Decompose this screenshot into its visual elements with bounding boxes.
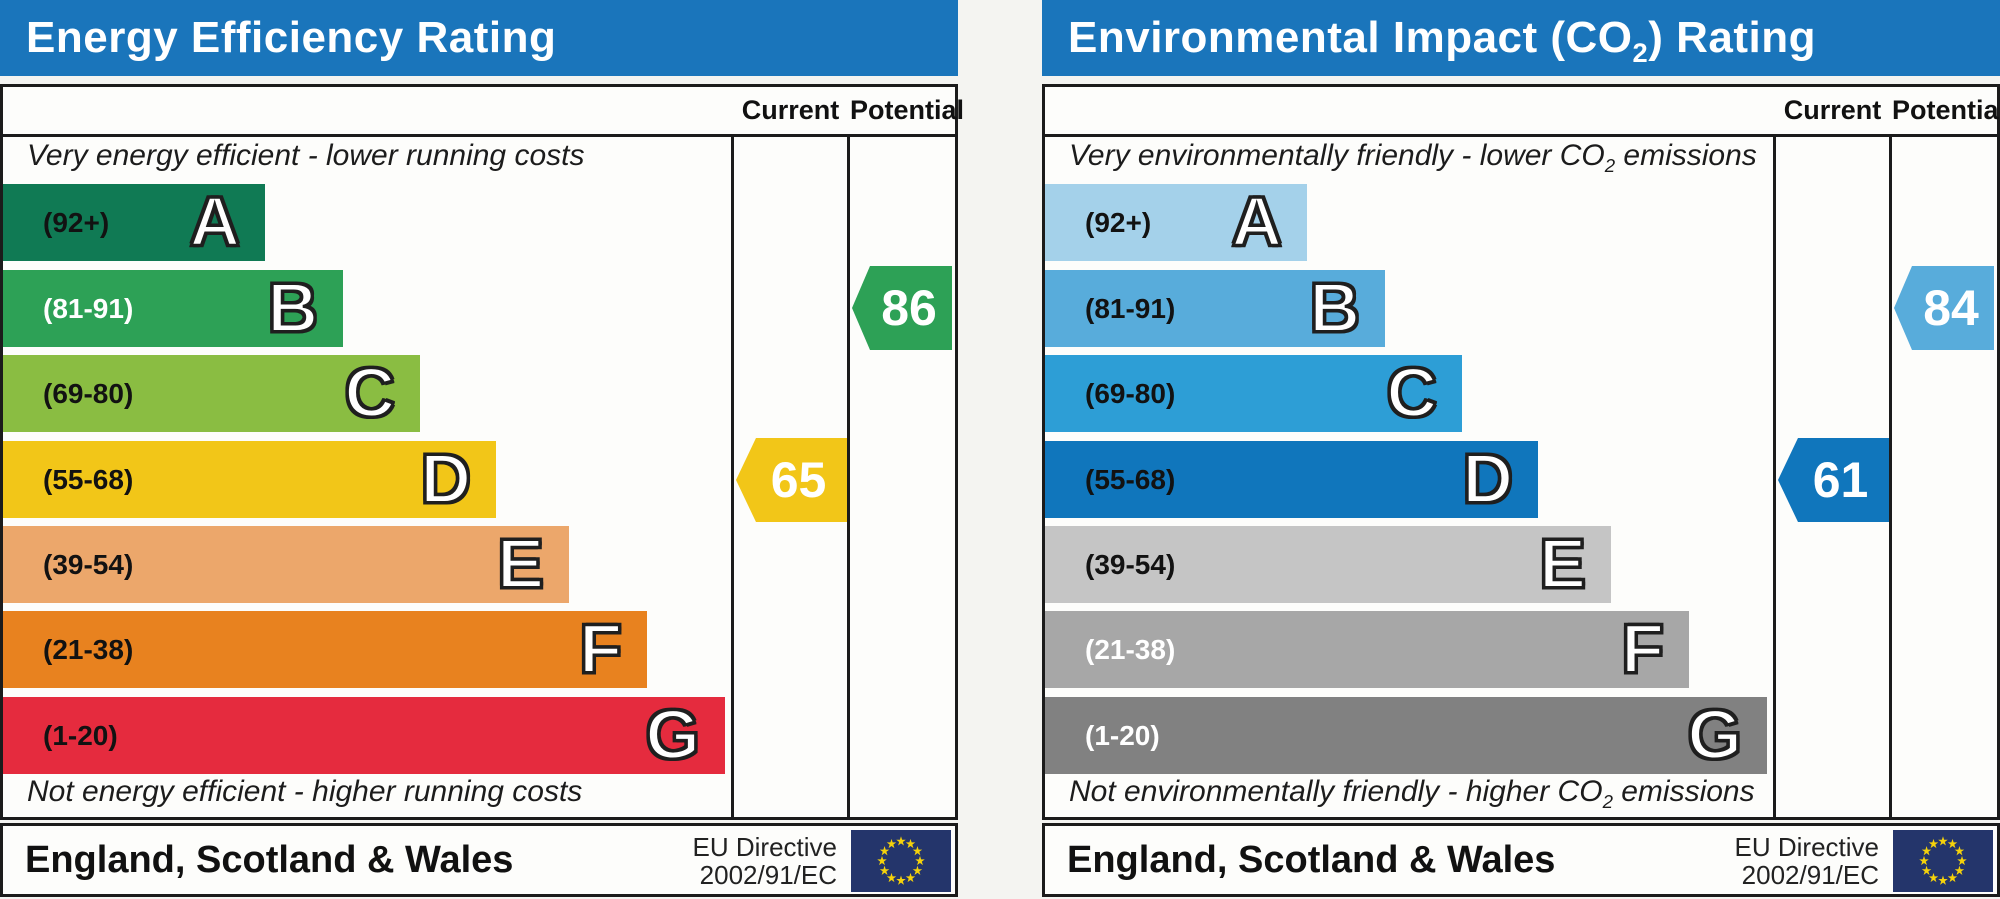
top-caption: Very energy efficient - lower running co… [27, 139, 585, 172]
title-subscript: 2 [1632, 36, 1649, 68]
band-e-letter: E [496, 524, 546, 603]
band-d-range: (55-68) [1085, 464, 1176, 495]
band-e-letter: E [1538, 524, 1588, 603]
band-a: (92+) A [3, 184, 265, 261]
environmental-impact-title: Environmental Impact (CO2) Rating [1042, 0, 2000, 76]
top-caption-text: Very environmentally friendly - lower CO [1069, 139, 1605, 172]
band-g-range: (1-20) [1085, 720, 1160, 751]
band-f-range: (21-38) [1085, 634, 1176, 665]
band-f: (21-38) F [1045, 611, 1689, 688]
band-f: (21-38) F [3, 611, 647, 688]
column-divider [1773, 87, 1776, 817]
energy-efficiency-chart: Energy Efficiency Rating Current Potenti… [0, 0, 965, 899]
current-column-header: Current [1783, 95, 1882, 125]
band-c-letter: C [1385, 353, 1439, 432]
potential-column-header: Potential [1892, 95, 2000, 125]
band-d-letter: D [419, 439, 473, 518]
title-text-end: ) Rating [1648, 13, 1816, 62]
band-c: (69-80) C [1045, 355, 1462, 432]
chart-footer: England, Scotland & Wales EU Directive 2… [0, 823, 958, 897]
column-divider [1889, 87, 1892, 817]
band-f-letter: F [1620, 609, 1666, 688]
top-caption: Very environmentally friendly - lower CO… [1069, 139, 1757, 177]
band-e-range: (39-54) [1085, 549, 1176, 580]
band-f-letter: F [578, 609, 624, 688]
eu-flag-icon [851, 830, 951, 892]
bottom-caption: Not energy efficient - higher running co… [27, 775, 583, 808]
band-b-letter: B [266, 268, 320, 347]
bottom-caption-text-end: emissions [1612, 775, 1755, 808]
band-c: (69-80) C [3, 355, 420, 432]
potential-rating-marker: 86 [852, 266, 952, 350]
current-rating-marker: 65 [736, 438, 847, 522]
band-g: (1-20) G [3, 697, 725, 774]
environmental-impact-chart: Environmental Impact (CO2) Rating Curren… [1042, 0, 2000, 899]
column-divider [731, 87, 734, 817]
energy-efficiency-table: Current Potential Very energy efficient … [0, 84, 965, 820]
band-f-range: (21-38) [43, 634, 134, 665]
band-c-letter: C [343, 353, 397, 432]
region-label: England, Scotland & Wales [1067, 839, 1556, 881]
band-g: (1-20) G [1045, 697, 1767, 774]
band-e: (39-54) E [1045, 526, 1611, 603]
bottom-caption: Not environmentally friendly - higher CO… [1069, 775, 1755, 813]
top-caption-subscript: 2 [1604, 155, 1616, 176]
band-d-range: (55-68) [43, 464, 134, 495]
band-e-range: (39-54) [43, 549, 134, 580]
band-b-range: (81-91) [1085, 293, 1176, 324]
eu-directive-line1: EU Directive [1734, 832, 1879, 862]
band-a-range: (92+) [43, 207, 110, 238]
band-a: (92+) A [1045, 184, 1307, 261]
top-caption-text-end: emissions [1615, 139, 1757, 172]
band-g-letter: G [644, 695, 701, 774]
eu-directive-line2: 2002/91/EC [1741, 860, 1879, 890]
environmental-impact-table: Current Potential Very environmentally f… [1042, 84, 2000, 820]
band-b: (81-91) B [1045, 270, 1385, 347]
current-rating-marker: 61 [1778, 438, 1889, 522]
eu-directive-label: EU Directive 2002/91/EC [1735, 833, 1879, 889]
eu-flag-icon [1893, 830, 1993, 892]
band-b-letter: B [1308, 268, 1362, 347]
band-a-letter: A [188, 182, 242, 261]
potential-column-header: Potential [850, 95, 965, 125]
potential-rating-marker: 84 [1894, 266, 1994, 350]
band-b: (81-91) B [3, 270, 343, 347]
band-g-range: (1-20) [43, 720, 118, 751]
region-label: England, Scotland & Wales [25, 839, 514, 881]
table-header-row: Current Potential [1045, 87, 2000, 137]
current-column-header: Current [741, 95, 840, 125]
chart-footer: England, Scotland & Wales EU Directive 2… [1042, 823, 2000, 897]
band-d: (55-68) D [1045, 441, 1538, 518]
table-header-row: Current Potential [3, 87, 965, 137]
title-text: Environmental Impact (CO [1068, 13, 1633, 62]
column-divider [847, 87, 850, 817]
band-c-range: (69-80) [43, 378, 134, 409]
energy-efficiency-title: Energy Efficiency Rating [0, 0, 958, 76]
band-d: (55-68) D [3, 441, 496, 518]
bottom-caption-subscript: 2 [1602, 791, 1613, 812]
eu-directive-line1: EU Directive [692, 832, 837, 862]
eu-directive-label: EU Directive 2002/91/EC [693, 833, 837, 889]
band-b-range: (81-91) [43, 293, 134, 324]
eu-directive-line2: 2002/91/EC [699, 860, 837, 890]
band-c-range: (69-80) [1085, 378, 1176, 409]
band-g-letter: G [1686, 695, 1743, 774]
band-a-range: (92+) [1085, 207, 1152, 238]
band-a-letter: A [1230, 182, 1284, 261]
band-d-letter: D [1461, 439, 1515, 518]
bottom-caption-text: Not environmentally friendly - higher CO [1069, 775, 1603, 808]
band-e: (39-54) E [3, 526, 569, 603]
